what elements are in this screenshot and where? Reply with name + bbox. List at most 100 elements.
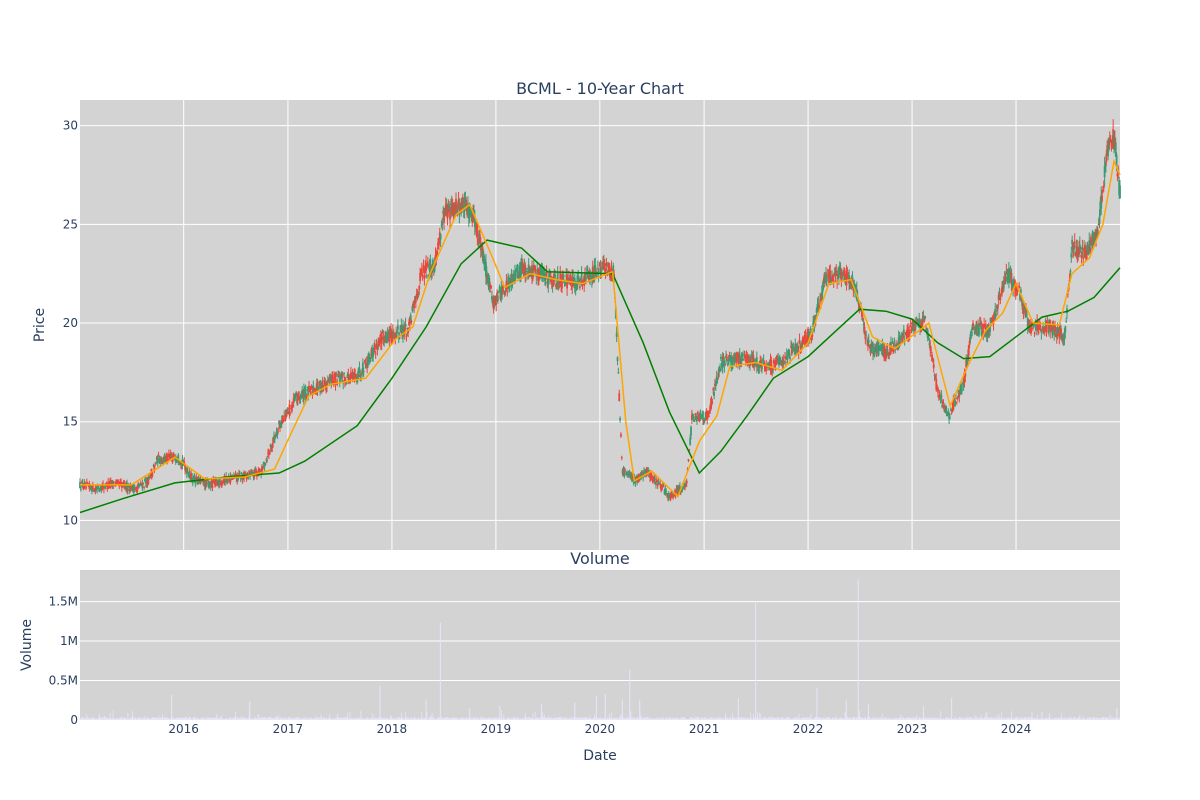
- volume-bar: [279, 718, 281, 720]
- volume-bar: [637, 717, 639, 720]
- volume-bar: [864, 716, 866, 720]
- volume-bar: [798, 718, 799, 720]
- price-candle-body: [426, 275, 428, 277]
- volume-bar: [951, 718, 953, 720]
- volume-bar: [247, 719, 248, 720]
- volume-bar: [121, 718, 123, 720]
- volume-bar: [391, 717, 393, 720]
- price-candle-body: [941, 404, 944, 408]
- volume-bar: [220, 718, 222, 720]
- price-candle-body: [391, 331, 394, 340]
- price-candle-body: [674, 490, 677, 496]
- volume-bar: [277, 717, 279, 720]
- volume-bar: [146, 718, 148, 720]
- volume-bar: [216, 718, 218, 720]
- volume-bar: [319, 718, 321, 720]
- price-candle-body: [589, 271, 592, 280]
- volume-bar: [308, 718, 309, 720]
- volume-bar: [700, 719, 701, 720]
- volume-bar: [179, 718, 181, 720]
- volume-bar: [165, 717, 166, 720]
- price-candle-body: [461, 201, 463, 206]
- volume-bar: [760, 713, 762, 720]
- price-candle-body: [902, 329, 905, 337]
- volume-bar: [622, 717, 624, 720]
- volume-bar: [80, 718, 81, 720]
- price-candle-body: [404, 323, 407, 327]
- volume-bar: [403, 719, 405, 720]
- volume-bar: [113, 719, 115, 720]
- volume-bar: [891, 719, 893, 720]
- volume-bar: [865, 718, 867, 720]
- volume-bar: [98, 713, 100, 720]
- volume-bar: [237, 719, 239, 720]
- volume-bar: [370, 717, 372, 720]
- volume-bar: [396, 718, 398, 720]
- price-candle-body: [702, 411, 704, 421]
- price-candle-body: [1062, 339, 1065, 341]
- volume-bar: [268, 717, 269, 720]
- volume-bar: [982, 718, 983, 720]
- price-candle-body: [308, 385, 311, 392]
- volume-bar: [789, 717, 791, 720]
- volume-bar: [313, 719, 315, 720]
- volume-bar: [865, 719, 867, 720]
- price-candle-body: [937, 388, 939, 393]
- volume-bar: [770, 717, 771, 720]
- volume-bar: [348, 719, 350, 720]
- volume-bar: [360, 710, 362, 720]
- volume-bar: [460, 718, 462, 720]
- volume-bar: [898, 717, 900, 720]
- volume-bar: [1018, 719, 1020, 720]
- volume-bar: [597, 718, 599, 720]
- volume-bar: [511, 718, 513, 720]
- volume-bar: [488, 717, 490, 720]
- volume-bar: [748, 718, 750, 720]
- price-candle-body: [687, 459, 690, 461]
- volume-bar: [248, 718, 250, 720]
- volume-bar: [127, 712, 129, 720]
- volume-bar: [878, 717, 880, 720]
- volume-bar: [825, 718, 827, 720]
- volume-bar: [685, 718, 686, 720]
- volume-bar: [589, 715, 591, 720]
- volume-bar: [871, 718, 873, 720]
- price-candle-body: [320, 385, 322, 388]
- price-candle-body: [584, 276, 587, 281]
- price-candle-body: [1019, 292, 1021, 301]
- price-candle-body: [168, 456, 171, 459]
- volume-bar: [211, 718, 213, 720]
- volume-bar: [655, 718, 656, 720]
- price-candle-body: [150, 470, 153, 477]
- price-candle-body: [752, 355, 755, 367]
- volume-bar: [437, 717, 439, 720]
- volume-spike-bar: [249, 701, 251, 720]
- volume-bar: [660, 717, 662, 720]
- volume-bar: [680, 718, 682, 720]
- volume-x-axis-title: Date: [583, 748, 616, 764]
- volume-bar: [950, 717, 952, 720]
- volume-bar: [532, 713, 534, 720]
- price-candle-body: [441, 221, 444, 225]
- volume-bar: [894, 717, 896, 720]
- volume-bar: [831, 718, 832, 720]
- volume-bar: [350, 717, 352, 720]
- price-candle-body: [655, 482, 657, 485]
- volume-bar: [836, 718, 838, 720]
- volume-bar: [645, 717, 647, 720]
- volume-bar: [715, 718, 717, 720]
- volume-x-tick-label: 2018: [377, 722, 408, 736]
- volume-bar: [862, 718, 864, 720]
- volume-bar: [948, 719, 950, 720]
- volume-bar: [150, 717, 152, 720]
- volume-bar: [1029, 717, 1031, 720]
- volume-bar: [1051, 718, 1053, 720]
- price-candle-body: [219, 480, 222, 484]
- volume-bar: [892, 718, 893, 720]
- volume-bar: [668, 717, 670, 720]
- volume-bar: [767, 718, 769, 720]
- volume-bar: [844, 719, 845, 720]
- price-candle-body: [251, 471, 254, 475]
- volume-bar: [742, 718, 743, 720]
- volume-bar: [126, 719, 128, 720]
